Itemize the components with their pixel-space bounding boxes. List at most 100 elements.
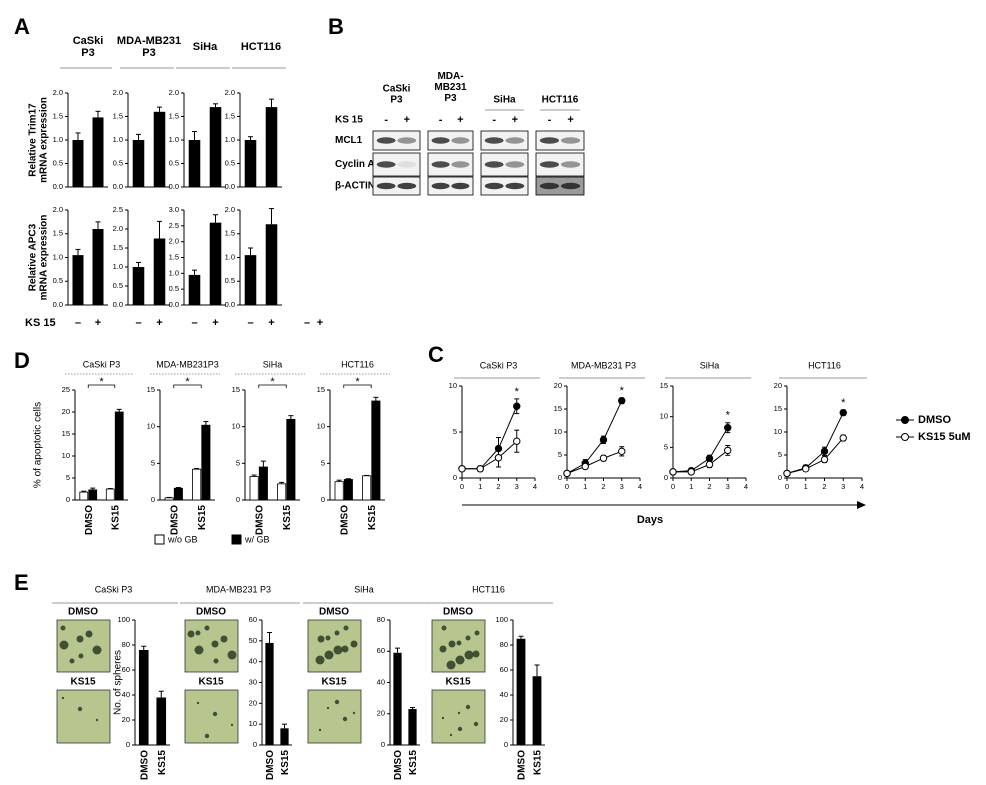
- sphere: [204, 625, 210, 631]
- x-tick-label: DMSO: [339, 505, 350, 535]
- bar: [188, 274, 201, 305]
- chart-title: SiHa: [354, 584, 374, 594]
- y-tick-label: 0.0: [113, 182, 123, 191]
- marker: [563, 469, 571, 478]
- x-tick-label: 3: [726, 482, 730, 491]
- arrow-head: [857, 501, 866, 509]
- sphere: [457, 726, 463, 732]
- series-line: [462, 440, 518, 470]
- sphere-photo: [431, 689, 486, 744]
- y-tick-label: 1.0: [113, 135, 123, 144]
- bar: [92, 117, 104, 187]
- band: [484, 182, 504, 190]
- y-tick-label: 15: [317, 385, 325, 394]
- sphere: [441, 716, 445, 720]
- x-tick-label: DMSO: [393, 750, 404, 780]
- y-tick-label: 0.5: [169, 158, 179, 167]
- y-tick-label: 3.0: [169, 205, 179, 214]
- y-tick-label: 2.5: [113, 205, 123, 214]
- marker: [618, 447, 626, 456]
- band: [484, 161, 504, 168]
- y-tick-label: 60: [500, 665, 508, 674]
- blot-column-label: MDA-MB231 P3: [434, 71, 467, 104]
- photo-label: KS15: [321, 677, 346, 688]
- x-tick-label: –: [75, 317, 81, 329]
- chart-title: MDA-MB231 P3: [571, 360, 636, 370]
- y-tick-label: 10: [554, 427, 562, 436]
- blot-box: [427, 176, 474, 196]
- blot-box: [480, 176, 529, 196]
- chart-title: MDA-MB231P3: [156, 359, 219, 369]
- photo-label: DMSO: [196, 607, 226, 618]
- band: [539, 161, 560, 168]
- y-tick-label: 0: [558, 473, 562, 482]
- x-tick-label: 3: [620, 482, 624, 491]
- x-tick-label: DMSO: [84, 505, 95, 535]
- marker: [599, 454, 608, 462]
- blot-box: [480, 130, 529, 151]
- y-tick-label: 10: [449, 381, 457, 390]
- y-tick-label: 0.5: [53, 276, 63, 285]
- bar: [153, 111, 166, 187]
- blot-row-label: Cyclin A: [335, 159, 375, 170]
- y-tick-label: 2.0: [225, 88, 235, 97]
- sphere: [465, 704, 471, 710]
- marker: [724, 446, 732, 455]
- y-tick-label: 0.5: [53, 158, 63, 167]
- series-line: [673, 450, 729, 473]
- x-tick-label: 4: [744, 482, 748, 491]
- x-tick-label: 0: [460, 482, 464, 491]
- marker: [513, 402, 521, 410]
- sphere: [69, 658, 75, 664]
- blot-treatment: KS 15: [335, 115, 363, 126]
- x-tick-label: –: [247, 317, 253, 329]
- annotation: *: [185, 376, 190, 388]
- blot-column-label: SiHa: [493, 95, 516, 106]
- y-tick-label: 10: [232, 422, 240, 431]
- sphere: [326, 706, 330, 710]
- y-tick-label: 5: [151, 458, 155, 467]
- chart-title: HCT116: [808, 360, 841, 370]
- sphere: [341, 645, 349, 653]
- bar: [209, 107, 222, 187]
- sphere: [334, 630, 340, 636]
- sphere: [187, 630, 195, 638]
- bar: [72, 140, 84, 187]
- y-tick-label: 1.5: [113, 111, 123, 120]
- blot-sign: +: [457, 114, 463, 126]
- bar: [265, 642, 274, 745]
- y-tick-label: 2.0: [169, 88, 179, 97]
- x-axis-label: Days: [637, 514, 663, 526]
- y-tick-label: 0.5: [113, 158, 123, 167]
- legend-marker: [901, 433, 909, 441]
- bar: [393, 652, 402, 745]
- annotation: *: [270, 376, 275, 388]
- sphere: [194, 645, 204, 655]
- x-tick-label: DMSO: [517, 750, 528, 780]
- sphere: [350, 640, 358, 648]
- marker: [802, 465, 810, 473]
- photo-label: KS15: [198, 677, 223, 688]
- x-tick-label: 1: [583, 482, 587, 491]
- x-tick-label: 2: [822, 482, 826, 491]
- panel-label: B: [328, 14, 344, 39]
- y-tick-label: 10: [147, 422, 155, 431]
- series-line: [566, 400, 623, 474]
- sphere: [211, 640, 219, 648]
- bar: [92, 229, 104, 305]
- annotation: *: [620, 385, 625, 397]
- legend-label: KS15 5uM: [918, 431, 971, 443]
- y-tick-label: 1.5: [53, 229, 63, 238]
- y-tick-label: 0.0: [53, 182, 63, 191]
- blot-sign: -: [548, 114, 552, 126]
- blot-sign: +: [404, 114, 410, 126]
- x-tick-label: DMSO: [265, 750, 276, 780]
- chart-title: HCT116: [241, 41, 281, 53]
- panel-label: E: [14, 570, 29, 595]
- y-tick-label: 1.0: [169, 135, 179, 144]
- sphere: [318, 728, 322, 732]
- significance-bracket: [258, 384, 287, 388]
- chart-title: SiHa: [263, 359, 283, 369]
- y-tick-label: 1.0: [225, 252, 235, 261]
